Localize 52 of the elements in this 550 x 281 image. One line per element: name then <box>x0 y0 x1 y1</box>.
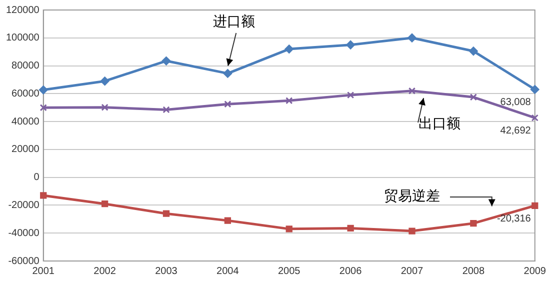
point <box>470 94 478 101</box>
point <box>162 106 170 114</box>
point <box>100 76 110 86</box>
point <box>40 192 47 199</box>
point <box>468 46 478 56</box>
y-tick-label: -40000 <box>8 228 40 239</box>
data-label: -20,316 <box>496 213 532 224</box>
point <box>346 91 354 99</box>
point <box>101 104 108 111</box>
point <box>40 104 47 112</box>
point <box>224 217 232 224</box>
x-tick-label: 2009 <box>524 266 546 277</box>
x-tick-label: 2007 <box>400 266 424 277</box>
y-tick-label: 120000 <box>6 4 40 16</box>
point <box>286 226 292 232</box>
y-tick-label: 80000 <box>12 60 40 72</box>
point <box>531 114 538 122</box>
point <box>347 224 354 232</box>
data-label: 42,692 <box>500 126 532 137</box>
y-tick-label: -20000 <box>8 200 40 211</box>
point <box>408 87 416 94</box>
point <box>101 200 108 208</box>
point <box>532 202 538 209</box>
point <box>408 228 416 234</box>
y-tick-label: 100000 <box>6 32 40 44</box>
x-tick-label: 2002 <box>94 266 116 277</box>
x-tick-label: 2008 <box>462 266 485 277</box>
x-tick-label: 2005 <box>278 266 301 277</box>
text: 进口额 <box>212 14 255 30</box>
series-label: 出口额 <box>418 116 461 132</box>
point <box>284 44 294 54</box>
y-tick-label: -60000 <box>8 256 40 267</box>
point <box>346 40 356 50</box>
point <box>38 85 48 94</box>
data-label: 63,008 <box>500 97 532 108</box>
y-tick-label: 0 <box>34 172 40 184</box>
point <box>530 84 540 94</box>
point <box>162 56 171 66</box>
point <box>223 68 232 78</box>
point <box>162 210 170 217</box>
x-tick-label: 2003 <box>155 266 178 277</box>
point <box>408 33 416 42</box>
point <box>286 97 293 104</box>
x-tick-label: 2004 <box>216 266 240 277</box>
x-tick-label: 2006 <box>339 266 362 277</box>
point <box>470 220 477 227</box>
point <box>224 100 232 108</box>
x-tick-label: 2001 <box>32 266 55 277</box>
y-tick-label: 20000 <box>12 144 40 156</box>
series-label: 贸易逆差 <box>384 188 440 204</box>
y-tick-label: 60000 <box>12 88 40 100</box>
y-tick-label: 40000 <box>12 116 40 128</box>
